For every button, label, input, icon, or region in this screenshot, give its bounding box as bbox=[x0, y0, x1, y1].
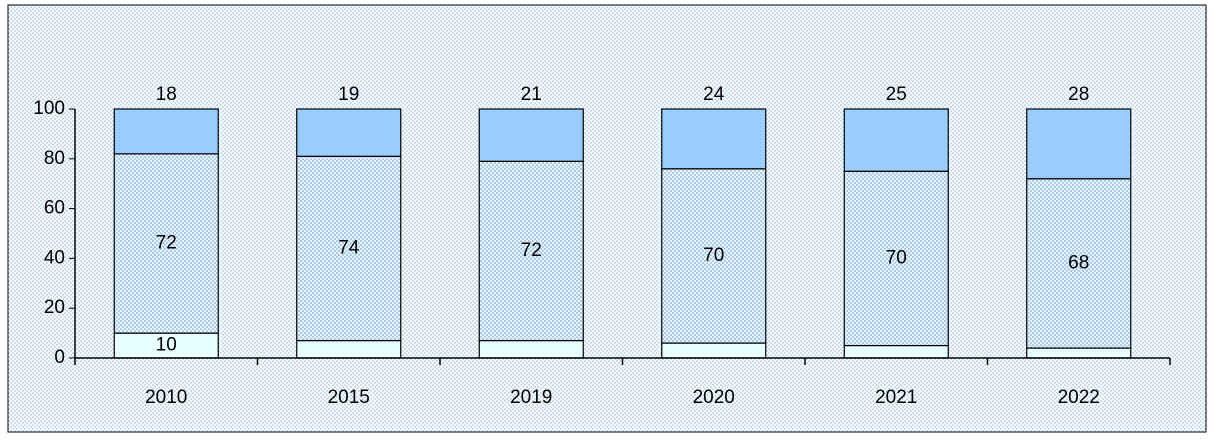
data-label: 70 bbox=[703, 245, 724, 266]
data-label: 18 bbox=[156, 84, 177, 105]
bar-segment bbox=[296, 155, 402, 342]
data-label: 24 bbox=[703, 84, 725, 105]
data-label: 19 bbox=[338, 84, 359, 105]
data-label: 21 bbox=[521, 84, 542, 105]
bar-segment bbox=[843, 108, 949, 172]
x-tick-label: 2010 bbox=[145, 387, 187, 408]
y-tick-label: 20 bbox=[44, 297, 65, 318]
bar-segment bbox=[113, 108, 219, 155]
bar-segment bbox=[478, 339, 584, 359]
y-tick-label: 100 bbox=[33, 98, 65, 119]
bar-segment bbox=[1026, 347, 1132, 359]
bar-segment bbox=[1026, 178, 1132, 349]
bar-segment bbox=[113, 332, 219, 359]
x-tick-label: 2021 bbox=[875, 387, 917, 408]
bar-segment bbox=[843, 170, 949, 347]
data-label: 68 bbox=[1068, 252, 1089, 273]
bar-segment bbox=[661, 108, 767, 170]
y-tick-label: 0 bbox=[54, 347, 65, 368]
bar-segment bbox=[478, 160, 584, 342]
data-label: 72 bbox=[521, 240, 542, 261]
bar-segment bbox=[478, 108, 584, 162]
x-tick-label: 2020 bbox=[693, 387, 735, 408]
y-tick-label: 80 bbox=[44, 148, 65, 169]
bar-segment bbox=[661, 342, 767, 359]
x-tick-label: 2019 bbox=[510, 387, 552, 408]
data-label: 25 bbox=[886, 84, 907, 105]
y-tick-label: 60 bbox=[44, 198, 65, 219]
bar-segment bbox=[843, 344, 949, 359]
data-label: 10 bbox=[156, 335, 177, 356]
data-label: 70 bbox=[886, 247, 907, 268]
x-tick-label: 2022 bbox=[1058, 387, 1100, 408]
bar-segment bbox=[1026, 108, 1132, 180]
bar-segment bbox=[296, 108, 402, 157]
bar-segment bbox=[296, 339, 402, 359]
x-tick-label: 2015 bbox=[328, 387, 370, 408]
bar-segment bbox=[113, 153, 219, 334]
y-tick-label: 40 bbox=[44, 247, 65, 268]
data-label: 28 bbox=[1068, 84, 1089, 105]
bar-segment bbox=[661, 168, 767, 344]
data-label: 74 bbox=[338, 237, 360, 258]
data-label: 72 bbox=[156, 232, 177, 253]
